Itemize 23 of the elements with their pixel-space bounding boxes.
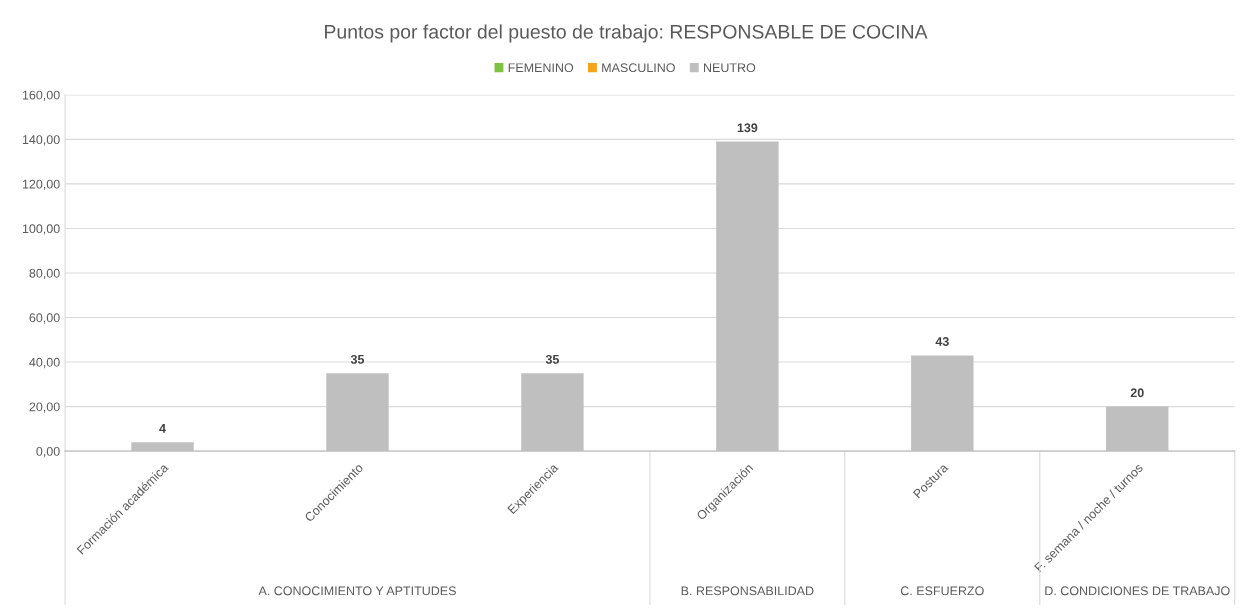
legend-label: NEUTRO: [704, 63, 756, 73]
legend-label: MASCULINO: [602, 63, 675, 73]
y-tick-label: 140,00: [22, 135, 60, 146]
data-label: 4: [159, 424, 166, 433]
text: C. ESFUERZO: [900, 586, 984, 596]
y-tick-label: 40,00: [29, 357, 60, 369]
y-tick-label: 60,00: [29, 313, 60, 324]
y-tick-label: 20,00: [29, 402, 60, 413]
y-tick-label: 0,00: [36, 446, 60, 458]
y-tick-label: 100,00: [22, 224, 60, 235]
chart-title: Puntos por factor del puesto de trabajo: RESPONSABLE DE COCINA: [325, 24, 928, 43]
data-label: 43: [935, 337, 949, 346]
y-tick-label: 120,00: [22, 179, 60, 191]
data-label: 139: [737, 123, 758, 133]
text: D. CONDICIONES DE TRABAJO: [1045, 586, 1230, 596]
data-label: 35: [350, 354, 365, 364]
y-tick-label: 160,00: [22, 90, 60, 101]
y-tick-label: 80,00: [29, 268, 60, 280]
text: A. CONOCIMIENTO Y APTITUDES: [258, 586, 456, 596]
legend-label: FEMENINO: [508, 63, 574, 73]
data-label: 35: [545, 354, 560, 364]
text: B. RESPONSABILIDAD: [681, 586, 814, 596]
data-label: 20: [1130, 388, 1144, 398]
